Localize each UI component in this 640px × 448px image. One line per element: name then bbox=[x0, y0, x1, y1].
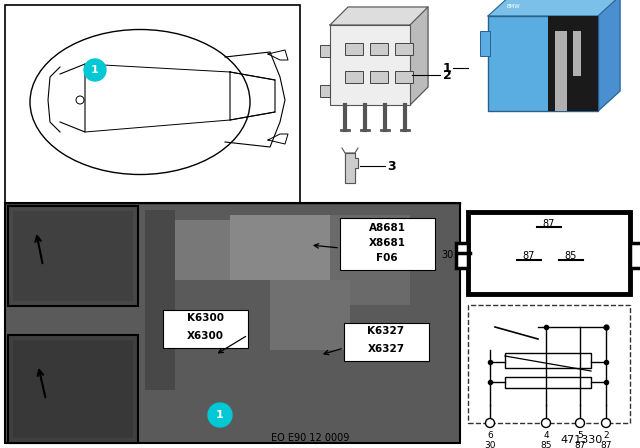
Text: 30: 30 bbox=[484, 440, 496, 448]
Text: F06: F06 bbox=[376, 253, 398, 263]
Text: 87: 87 bbox=[574, 440, 586, 448]
Circle shape bbox=[84, 59, 106, 81]
Bar bbox=[330, 25, 410, 105]
Bar bbox=[5, 203, 460, 443]
Polygon shape bbox=[410, 7, 428, 105]
Bar bbox=[468, 212, 630, 294]
Text: 87: 87 bbox=[600, 440, 612, 448]
Text: 30: 30 bbox=[442, 250, 454, 260]
Bar bbox=[480, 31, 490, 56]
Bar bbox=[320, 85, 330, 97]
Text: 5: 5 bbox=[577, 431, 583, 439]
Text: BMW: BMW bbox=[506, 4, 520, 9]
Circle shape bbox=[486, 418, 495, 427]
Bar bbox=[345, 43, 363, 55]
Bar bbox=[163, 310, 248, 348]
Text: 4: 4 bbox=[543, 431, 549, 439]
Polygon shape bbox=[345, 153, 358, 183]
Text: 1: 1 bbox=[91, 65, 99, 75]
Text: K6327: K6327 bbox=[367, 326, 404, 336]
Text: 87: 87 bbox=[543, 219, 555, 229]
Bar bbox=[330, 215, 410, 305]
Text: X8681: X8681 bbox=[369, 238, 406, 248]
Ellipse shape bbox=[30, 30, 250, 175]
Bar bbox=[468, 305, 630, 423]
Bar bbox=[370, 43, 388, 55]
Text: X6327: X6327 bbox=[367, 344, 404, 354]
Circle shape bbox=[575, 418, 584, 427]
Bar bbox=[145, 210, 175, 390]
Bar bbox=[456, 243, 468, 268]
Text: 3: 3 bbox=[387, 159, 396, 172]
Bar bbox=[344, 323, 429, 361]
Bar bbox=[13, 211, 133, 301]
Bar bbox=[8, 335, 138, 443]
Circle shape bbox=[76, 96, 84, 104]
Bar bbox=[395, 43, 413, 55]
Bar bbox=[630, 243, 640, 268]
Text: 85: 85 bbox=[540, 440, 552, 448]
Bar bbox=[230, 215, 330, 295]
Polygon shape bbox=[330, 7, 428, 25]
Bar bbox=[155, 280, 275, 360]
Bar bbox=[13, 340, 133, 438]
Bar bbox=[155, 220, 235, 280]
Text: 6: 6 bbox=[487, 431, 493, 439]
Circle shape bbox=[208, 403, 232, 427]
Text: X6300: X6300 bbox=[186, 331, 223, 341]
Text: 1: 1 bbox=[442, 61, 451, 74]
Bar bbox=[488, 16, 598, 111]
Bar bbox=[505, 353, 591, 368]
Bar bbox=[555, 81, 567, 111]
Text: 1: 1 bbox=[216, 410, 224, 420]
Text: 2: 2 bbox=[443, 69, 452, 82]
Bar bbox=[548, 16, 598, 111]
Bar bbox=[573, 31, 581, 76]
Bar bbox=[340, 218, 435, 270]
Bar bbox=[468, 8, 636, 148]
Bar bbox=[505, 377, 591, 388]
Bar bbox=[370, 71, 388, 83]
Text: 87: 87 bbox=[523, 251, 535, 261]
Bar bbox=[270, 280, 350, 350]
Polygon shape bbox=[488, 0, 620, 16]
Bar bbox=[555, 31, 567, 81]
Bar bbox=[345, 71, 363, 83]
Text: K6300: K6300 bbox=[186, 313, 223, 323]
Circle shape bbox=[602, 418, 611, 427]
Circle shape bbox=[541, 418, 550, 427]
Bar bbox=[320, 45, 330, 57]
Text: 471330: 471330 bbox=[561, 435, 603, 445]
Bar bbox=[5, 5, 300, 203]
Text: EO E90 12 0009: EO E90 12 0009 bbox=[271, 433, 349, 443]
Bar bbox=[395, 71, 413, 83]
Text: 85: 85 bbox=[565, 251, 577, 261]
Polygon shape bbox=[598, 0, 620, 111]
Text: 2: 2 bbox=[603, 431, 609, 439]
Text: A8681: A8681 bbox=[369, 223, 406, 233]
Bar bbox=[8, 206, 138, 306]
